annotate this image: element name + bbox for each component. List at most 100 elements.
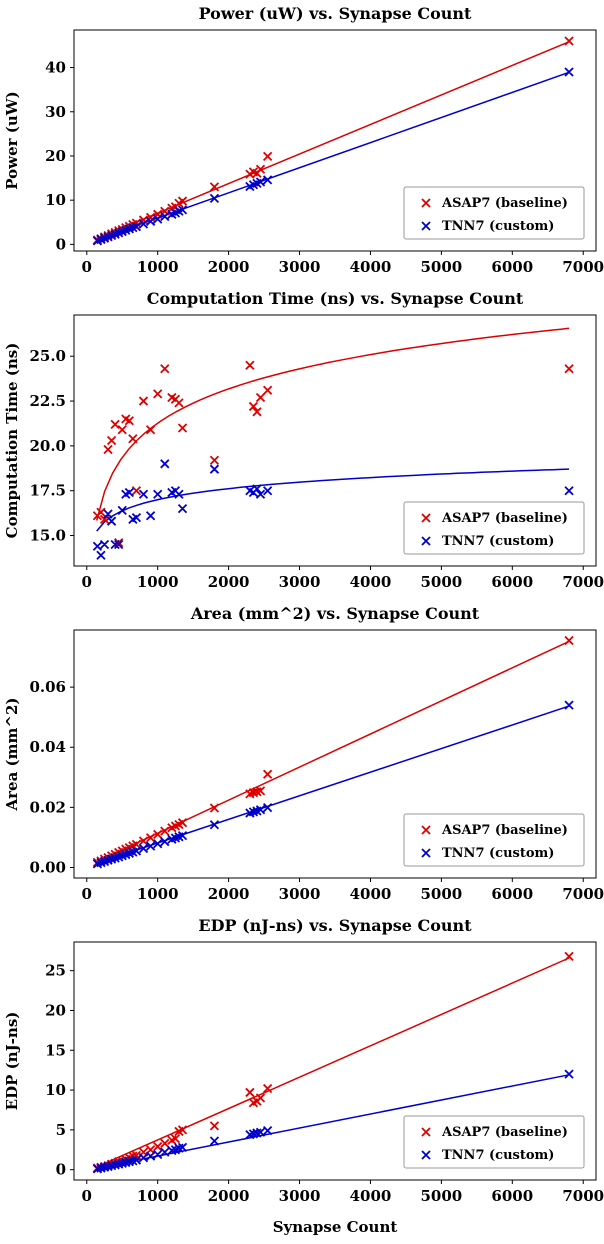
y-tick-label: 20.0 [29,437,66,455]
y-tick-label: 0.04 [29,738,66,756]
x-tick-label: 4000 [350,885,392,903]
legend-box [403,813,585,867]
y-tick-label: 10 [45,191,66,209]
x-tick-label: 1000 [137,258,179,276]
x-tick-label: 1000 [137,885,179,903]
scatter-markers [92,700,574,869]
edp-chart-svg: EDP (nJ-ns) vs. Synapse Count EDP (nJ-ns)… [3,916,604,1236]
y-tick-label: 25 [45,962,66,980]
chart-title: Power (uW) vs. Synapse Count [199,4,472,23]
legend-marker-icon [421,536,431,546]
plot-frame [73,314,597,567]
legend-marker-icon [421,221,431,231]
chart-title: Computation Time (ns) vs. Synapse Count [147,289,524,308]
y-tick-label: 40 [45,59,66,77]
x-axis-label: Synapse Count [273,1218,398,1236]
y-axis-label: Power (uW) [3,91,21,189]
scatter-markers [92,67,574,246]
legend-label: ASAP7 (baseline) [441,196,568,211]
y-tick-label: 0 [56,1161,66,1179]
plot-frame [73,29,597,252]
legend: ASAP7 (baseline) TNN7 (custom) [403,813,585,867]
x-tick-label: 1000 [137,1187,179,1205]
scatter-markers [92,1069,574,1174]
x-tick-label: 3000 [279,1187,321,1205]
plot-frame [73,629,597,879]
chart-title: Area (mm^2) vs. Synapse Count [190,604,480,623]
legend-box [403,501,585,555]
scatter-markers [92,360,574,548]
y-tick-label: 15.0 [29,527,66,545]
x-tick-label: 2000 [208,885,250,903]
power-chart-svg: Power (uW) vs. Synapse Count Power (uW) 0 1… [3,4,604,276]
x-tick-label: 7000 [562,573,604,591]
legend-marker-icon [421,848,431,858]
x-tick-label: 5000 [421,258,463,276]
x-tick-label: 2000 [208,1187,250,1205]
x-tick-label: 3000 [279,885,321,903]
y-tick-label: 5 [56,1121,66,1139]
y-axis-label: EDP (nJ-ns) [3,1012,21,1111]
computation-time-chart: Computation Time (ns) vs. Synapse Count C… [0,285,604,600]
legend-box [403,1115,585,1169]
y-tick-label: 0.02 [29,798,66,816]
legend-box [403,186,585,240]
legend-label: ASAP7 (baseline) [441,511,568,526]
legend-label: TNN7 (custom) [442,1148,554,1163]
legend-label: ASAP7 (baseline) [441,823,568,838]
x-tick-label: 5000 [421,573,463,591]
x-tick-label: 2000 [208,258,250,276]
chart-title: EDP (nJ-ns) vs. Synapse Count [198,916,472,935]
x-tick-label: 6000 [491,1187,533,1205]
y-tick-label: 0.06 [29,678,66,696]
y-tick-label: 25.0 [29,347,66,365]
y-tick-label: 20 [45,147,66,165]
y-axis-label: Area (mm^2) [3,698,21,812]
y-tick-label: 15 [45,1041,66,1059]
y-tick-label: 20 [45,1001,66,1019]
trend-line [95,957,570,1168]
x-tick-label: 2000 [208,573,250,591]
y-tick-label: 0 [56,235,66,253]
area-chart: Area (mm^2) vs. Synapse Count Area (mm^2)… [0,600,604,912]
legend: ASAP7 (baseline) TNN7 (custom) [403,501,585,555]
x-tick-label: 3000 [279,573,321,591]
y-tick-label: 30 [45,103,66,121]
area-chart-svg: Area (mm^2) vs. Synapse Count Area (mm^2)… [3,604,604,903]
x-tick-label: 5000 [421,885,463,903]
x-tick-label: 4000 [350,1187,392,1205]
x-tick-label: 4000 [350,573,392,591]
plot-frame [73,941,597,1181]
legend-label: TNN7 (custom) [442,534,554,549]
x-tick-label: 7000 [562,885,604,903]
legend-marker-icon [421,825,431,835]
legend-marker-icon [421,198,431,208]
computation-time-chart-svg: Computation Time (ns) vs. Synapse Count C… [3,289,604,591]
legend: ASAP7 (baseline) TNN7 (custom) [403,1115,585,1169]
y-tick-label: 17.5 [29,482,66,500]
x-tick-label: 0 [82,258,92,276]
legend-marker-icon [421,1127,431,1137]
x-tick-label: 5000 [421,1187,463,1205]
power-chart: Power (uW) vs. Synapse Count Power (uW) 0 1… [0,0,604,285]
x-tick-label: 0 [82,573,92,591]
x-tick-label: 6000 [491,885,533,903]
trend-line [95,327,570,521]
y-tick-label: 22.5 [29,392,66,410]
legend-label: TNN7 (custom) [442,846,554,861]
x-tick-label: 6000 [491,258,533,276]
x-tick-label: 0 [82,885,92,903]
legend: ASAP7 (baseline) TNN7 (custom) [403,186,585,240]
legend-marker-icon [421,513,431,523]
legend-marker-icon [421,1150,431,1160]
x-tick-label: 7000 [562,1187,604,1205]
legend-label: TNN7 (custom) [442,219,554,234]
x-tick-label: 4000 [350,258,392,276]
y-tick-label: 0.00 [29,858,66,876]
edp-chart: EDP (nJ-ns) vs. Synapse Count EDP (nJ-ns)… [0,912,604,1244]
x-tick-label: 1000 [137,573,179,591]
x-tick-label: 6000 [491,573,533,591]
x-tick-label: 0 [82,1187,92,1205]
y-tick-label: 10 [45,1081,66,1099]
legend-label: ASAP7 (baseline) [441,1125,568,1140]
